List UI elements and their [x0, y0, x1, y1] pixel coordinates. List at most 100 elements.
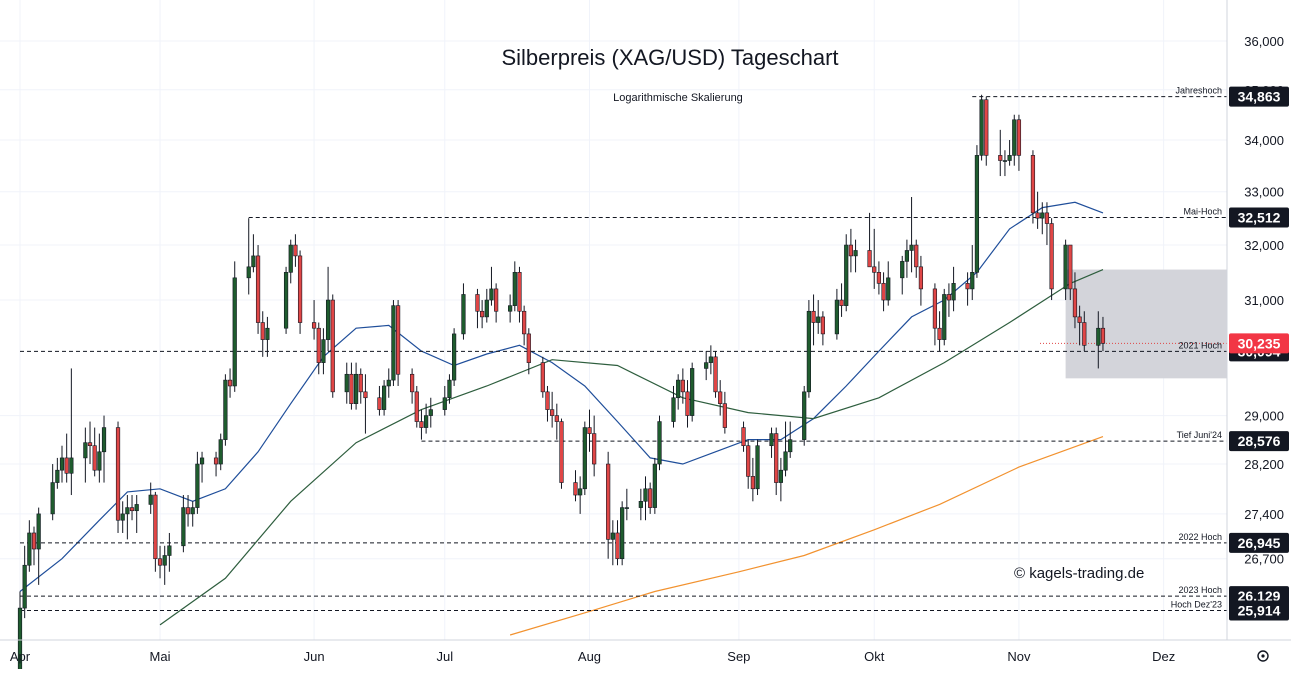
- candle-body: [876, 272, 882, 284]
- candle-body: [297, 255, 303, 323]
- candle-body: [125, 507, 130, 515]
- candle-body: [1002, 160, 1008, 162]
- candle-body: [97, 451, 102, 471]
- candle-body: [904, 250, 910, 262]
- candle-body: [946, 294, 952, 301]
- level-label: 2023 Hoch: [1178, 585, 1222, 595]
- candle-body: [27, 532, 32, 566]
- candle-body: [755, 445, 760, 490]
- candle-body: [1049, 223, 1054, 290]
- candle-body: [83, 442, 88, 459]
- candle-body: [414, 391, 419, 422]
- candle-body: [839, 299, 844, 306]
- candle-body: [970, 272, 975, 290]
- candle-body: [251, 255, 256, 268]
- candle-body: [31, 532, 37, 550]
- candle-body: [718, 391, 723, 404]
- candle-body: [643, 488, 648, 502]
- candle-body: [190, 507, 195, 515]
- level-price-badge: [1229, 532, 1289, 553]
- level-label: Hoch Dez'23: [1171, 599, 1222, 609]
- candle-body: [657, 421, 662, 465]
- candle-body: [554, 415, 559, 422]
- candle-body: [36, 513, 41, 550]
- candle-body: [624, 507, 629, 509]
- ma-layer: [19, 201, 1104, 636]
- x-tick-label: Nov: [1007, 649, 1031, 664]
- chart-title: Silberpreis (XAG/USD) Tageschart: [501, 45, 838, 70]
- candle-body: [260, 322, 265, 340]
- x-tick-label: Aug: [578, 649, 601, 664]
- candle-body: [909, 244, 914, 251]
- candle-body: [582, 427, 587, 490]
- candle-body: [1072, 288, 1078, 318]
- candle-body: [620, 507, 625, 560]
- candle-body: [1035, 212, 1040, 219]
- candle-body: [741, 427, 746, 447]
- candle-body: [844, 244, 849, 306]
- y-tick-label: 33,000: [1244, 185, 1284, 200]
- candle-body: [69, 457, 74, 474]
- candle-body: [484, 299, 489, 318]
- candle-body: [974, 155, 980, 273]
- candle-body: [984, 99, 989, 156]
- level-price-badge: [1229, 86, 1289, 107]
- candle-body: [115, 427, 121, 521]
- candle-body: [578, 488, 583, 496]
- candle-body: [522, 310, 527, 335]
- candle-body: [872, 266, 877, 273]
- candle-body: [811, 310, 816, 323]
- candle-body: [979, 99, 984, 156]
- current-price-badge-text: 30,235: [1238, 335, 1281, 351]
- candle-body: [349, 373, 354, 404]
- candle-body: [918, 266, 924, 290]
- candle-body: [704, 362, 709, 369]
- candle-body: [386, 379, 391, 387]
- candle-body: [676, 379, 681, 399]
- level-price-badge-text: 26,129: [1238, 588, 1281, 604]
- candle-body: [774, 433, 779, 483]
- y-tick-label: 28,200: [1244, 457, 1284, 472]
- candle-body: [442, 397, 447, 410]
- y-tick-label: 26,700: [1244, 552, 1284, 567]
- candle-body: [848, 244, 853, 257]
- candle-body: [722, 403, 727, 428]
- candle-body: [834, 299, 839, 335]
- level-price-badge-text: 32,512: [1238, 210, 1281, 226]
- candle-body: [489, 288, 494, 301]
- candle-body: [680, 379, 685, 393]
- candle-body: [396, 305, 401, 375]
- candle-body: [50, 482, 55, 515]
- settings-icon[interactable]: [1257, 650, 1269, 662]
- candle-body: [227, 379, 233, 387]
- candle-body: [1007, 155, 1012, 161]
- candle-body: [447, 379, 452, 399]
- candle-body: [942, 294, 947, 340]
- level-label: Jahreshoch: [1175, 86, 1222, 96]
- candle-body: [64, 457, 69, 474]
- current-price-badge: [1229, 333, 1289, 354]
- candle-body: [1096, 327, 1101, 346]
- candle-body: [550, 409, 555, 416]
- candle-body: [167, 545, 172, 556]
- candle-body: [853, 250, 858, 257]
- candle-body: [540, 362, 545, 393]
- level-label: 2021 Hoch: [1178, 340, 1222, 350]
- candle-body: [120, 513, 125, 521]
- candle-body: [293, 244, 298, 257]
- candle-body: [55, 469, 60, 483]
- chart-subtitle: Logarithmische Skalierung: [613, 92, 743, 104]
- x-tick-label: Dez: [1152, 649, 1175, 664]
- candle-body: [134, 504, 139, 512]
- candle-body: [330, 299, 335, 393]
- candle-body: [638, 500, 643, 508]
- level-label: 2022 Hoch: [1178, 532, 1222, 542]
- candle-body: [391, 305, 396, 381]
- zone-layer: [1065, 269, 1227, 379]
- x-tick-label: Jun: [304, 649, 325, 664]
- candle-body: [652, 463, 657, 508]
- candle-body: [900, 261, 905, 279]
- candle-body: [886, 277, 891, 301]
